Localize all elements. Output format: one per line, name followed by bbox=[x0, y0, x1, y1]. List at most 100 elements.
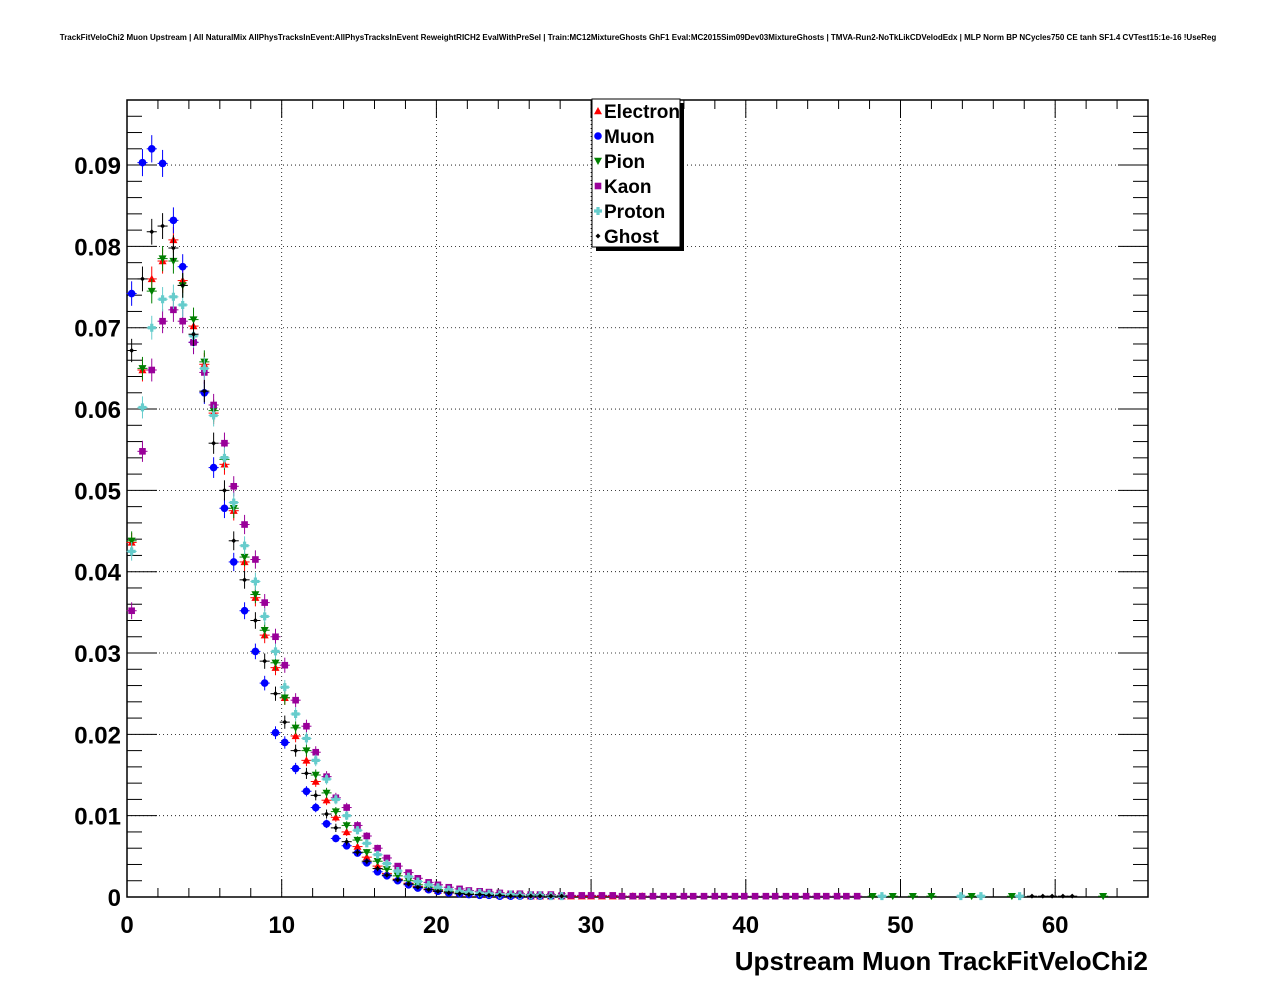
data-point-proton bbox=[393, 866, 402, 875]
data-point-pion bbox=[353, 836, 362, 845]
data-point-kaon bbox=[833, 892, 841, 900]
x-tick-label: 40 bbox=[732, 912, 759, 939]
data-point-pion bbox=[404, 877, 413, 885]
y-tick-label: 0.09 bbox=[74, 153, 121, 180]
x-axis-title: Upstream Muon TrackFitVeloChi2 bbox=[735, 946, 1148, 976]
data-point-ghost bbox=[517, 893, 523, 899]
data-point-proton bbox=[1015, 892, 1024, 901]
data-point-ghost bbox=[354, 849, 360, 855]
legend: Electron Muon Pion Kaon Proton Ghost bbox=[591, 98, 684, 251]
data-point-muon bbox=[332, 834, 340, 843]
data-point-ghost bbox=[273, 691, 279, 697]
data-point-muon bbox=[373, 867, 382, 876]
data-point-kaon bbox=[221, 439, 228, 447]
data-point-muon bbox=[169, 216, 178, 225]
data-point-kaon bbox=[587, 892, 595, 899]
data-point-kaon bbox=[629, 892, 637, 900]
data-point-kaon bbox=[374, 844, 381, 852]
data-point-proton bbox=[382, 859, 391, 868]
data-point-pion bbox=[127, 537, 136, 545]
data-point-pion bbox=[373, 858, 382, 866]
data-point-pion bbox=[311, 771, 320, 780]
data-point-ghost bbox=[313, 792, 319, 798]
data-point-muon bbox=[220, 504, 229, 513]
data-point-electron bbox=[311, 777, 320, 785]
data-point-kaon bbox=[762, 892, 770, 900]
data-point-ghost bbox=[435, 888, 441, 894]
data-point-kaon bbox=[649, 892, 657, 900]
data-point-proton bbox=[444, 885, 453, 894]
data-point-electron bbox=[302, 756, 311, 764]
data-point-kaon bbox=[660, 892, 668, 900]
data-point-kaon bbox=[609, 892, 617, 899]
data-point-muon bbox=[322, 820, 331, 828]
data-point-kaon bbox=[598, 892, 606, 899]
data-point-kaon bbox=[751, 892, 759, 900]
data-point-kaon bbox=[272, 633, 279, 641]
data-point-pion bbox=[260, 627, 269, 635]
data-point-ghost bbox=[242, 577, 248, 583]
data-point-ghost bbox=[180, 282, 186, 288]
data-point-kaon bbox=[128, 607, 135, 615]
data-point-proton bbox=[271, 647, 280, 656]
data-point-kaon bbox=[782, 892, 790, 900]
data-point-kaon bbox=[689, 892, 697, 900]
data-point-ghost bbox=[375, 866, 381, 872]
data-point-pion bbox=[868, 892, 877, 901]
legend-marker-electron bbox=[594, 107, 602, 115]
data-point-ghost bbox=[497, 892, 503, 898]
data-point-kaon bbox=[771, 892, 779, 900]
data-point-ghost bbox=[537, 893, 543, 899]
data-point-ghost bbox=[221, 487, 227, 493]
data-point-ghost bbox=[149, 229, 155, 235]
data-point-muon bbox=[178, 262, 187, 271]
data-point-pion bbox=[240, 553, 249, 562]
data-point-ghost bbox=[344, 839, 350, 845]
data-point-muon bbox=[209, 463, 218, 472]
y-tick-label: 0.07 bbox=[74, 316, 121, 343]
data-point-ghost bbox=[486, 892, 492, 898]
data-point-proton bbox=[322, 775, 331, 784]
y-tick-label: 0.03 bbox=[74, 641, 121, 668]
data-point-muon bbox=[291, 764, 300, 773]
data-point-kaon bbox=[343, 804, 350, 811]
data-point-muon bbox=[311, 803, 320, 812]
data-point-kaon bbox=[312, 748, 320, 756]
data-point-kaon bbox=[148, 366, 156, 374]
data-point-kaon bbox=[731, 892, 739, 900]
data-point-ghost bbox=[548, 893, 554, 899]
series-muon bbox=[126, 135, 567, 900]
data-point-ghost bbox=[191, 331, 197, 337]
data-point-kaon bbox=[618, 892, 626, 900]
data-point-electron bbox=[373, 862, 382, 870]
data-point-kaon bbox=[354, 822, 361, 829]
data-point-kaon bbox=[711, 892, 719, 900]
data-point-proton bbox=[956, 892, 965, 901]
data-point-kaon bbox=[567, 892, 575, 899]
data-point-ghost bbox=[364, 858, 370, 864]
data-point-ghost bbox=[324, 811, 330, 817]
data-point-proton bbox=[169, 292, 178, 301]
data-point-proton bbox=[404, 872, 413, 881]
data-point-kaon bbox=[303, 722, 310, 730]
data-point-ghost bbox=[384, 872, 390, 878]
data-point-proton bbox=[342, 811, 351, 820]
data-point-muon bbox=[271, 728, 280, 737]
data-point-pion bbox=[927, 892, 936, 901]
data-point-pion bbox=[291, 724, 300, 732]
data-point-ghost bbox=[303, 770, 309, 776]
data-point-kaon bbox=[292, 696, 299, 704]
data-point-kaon bbox=[669, 892, 677, 900]
data-point-proton bbox=[291, 710, 300, 719]
data-point-kaon bbox=[578, 892, 586, 899]
data-point-ghost bbox=[160, 223, 166, 229]
data-point-proton bbox=[302, 734, 311, 743]
x-tick-label: 30 bbox=[578, 912, 605, 939]
data-point-pion bbox=[362, 849, 371, 857]
data-point-kaon bbox=[159, 317, 166, 325]
legend-label-electron: Electron bbox=[604, 102, 680, 123]
data-point-ghost bbox=[426, 887, 432, 893]
data-point-ghost bbox=[1040, 893, 1046, 899]
legend-marker-ghost bbox=[595, 233, 601, 239]
data-point-kaon bbox=[261, 599, 268, 606]
